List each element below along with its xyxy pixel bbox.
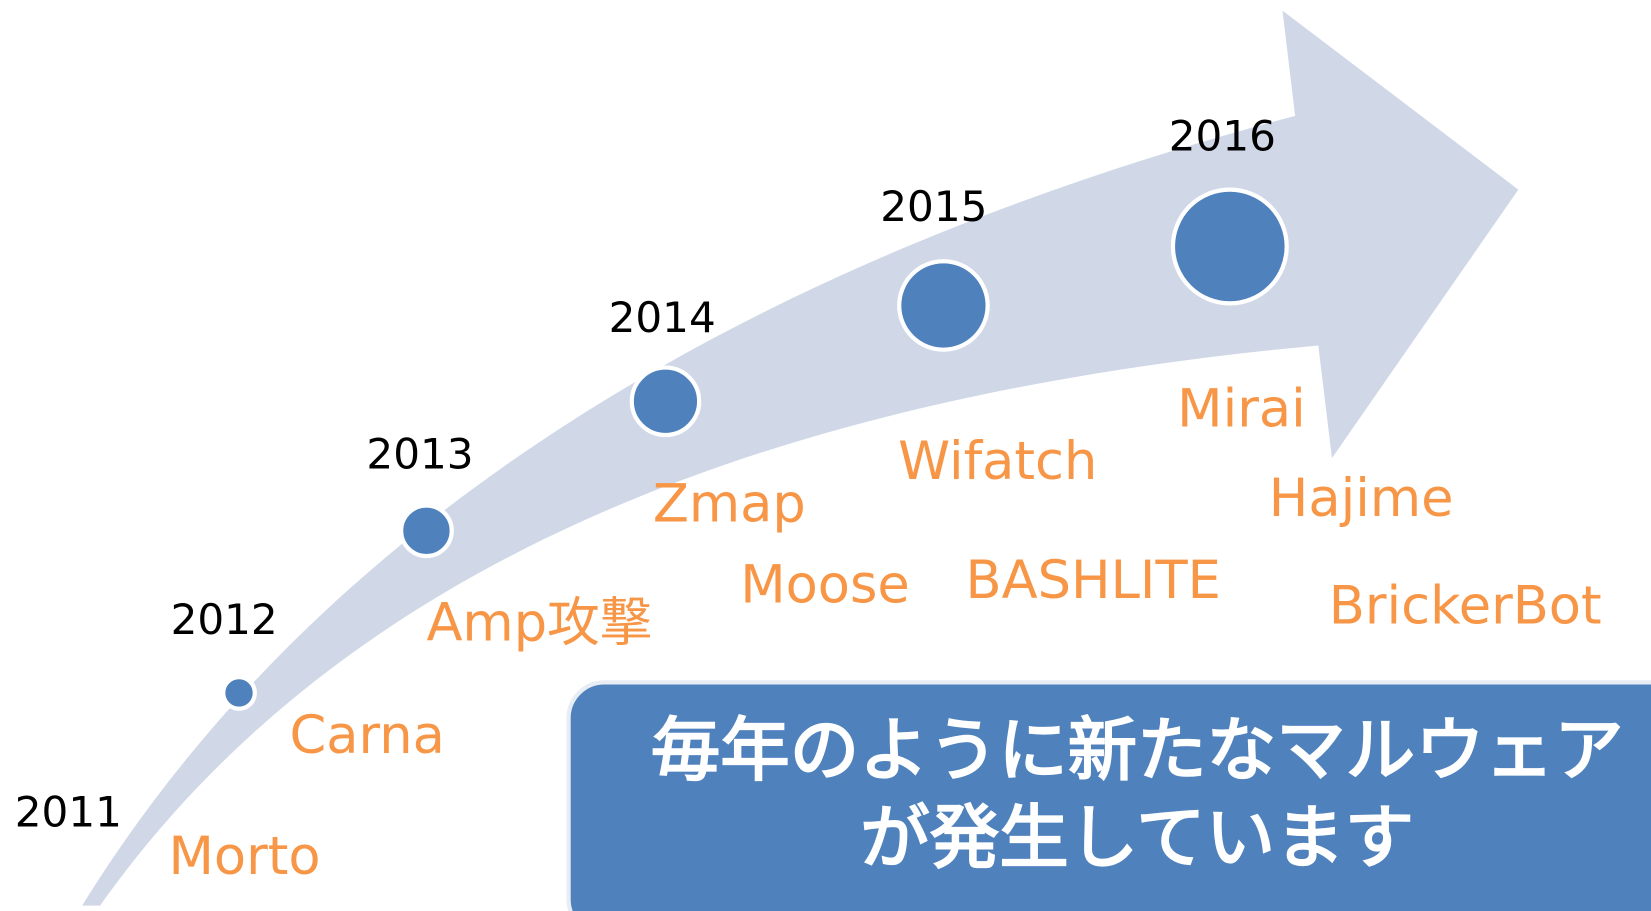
callout-line: が発生しています	[860, 797, 1414, 878]
malware-name: Carna	[290, 705, 445, 766]
malware-name: Moose	[740, 554, 910, 615]
malware-name: Amp攻撃	[426, 592, 652, 653]
year-label: 2016	[1169, 112, 1276, 161]
timeline-dot	[897, 259, 990, 352]
malware-name: Hajime	[1269, 468, 1454, 529]
malware-name: Mirai	[1177, 379, 1306, 440]
malware-name: BrickerBot	[1329, 575, 1602, 636]
callout-box	[566, 680, 1651, 911]
malware-name: BASHLITE	[966, 550, 1221, 611]
timeline-dot	[399, 503, 454, 559]
timeline-dot	[1170, 187, 1289, 306]
callout-line: 毎年のように新たなマルウェア	[651, 710, 1624, 791]
year-label: 2014	[609, 293, 716, 342]
timeline-dot	[221, 675, 257, 711]
malware-name: Zmap	[653, 473, 806, 534]
timeline-arrow	[82, 10, 1519, 906]
malware-name: Wifatch	[898, 431, 1097, 492]
year-label: 2012	[171, 595, 278, 644]
timeline-dot	[629, 365, 702, 438]
year-label: 2011	[15, 788, 122, 837]
malware-name: Morto	[168, 826, 320, 887]
year-label: 2013	[366, 430, 473, 479]
timeline-items: 2011 Morto 2012 Carna 2013 Amp攻撃 2014 Zmap Moose…	[15, 112, 1602, 887]
year-label: 2015	[880, 182, 987, 231]
